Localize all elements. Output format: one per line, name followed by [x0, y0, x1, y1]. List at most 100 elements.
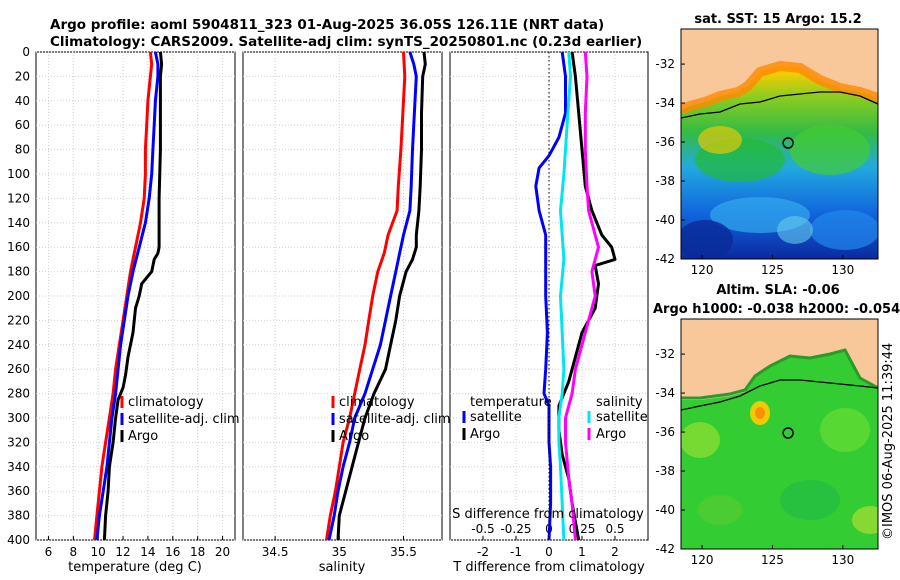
x-tick-label: 14 — [140, 545, 155, 559]
map-axis-ticks: 120 125 130 -32 -34 -36 -38 -40 -42 120 125 130 -32 -… — [655, 57, 854, 567]
depth-tick-label: 380 — [7, 509, 30, 523]
map-y-tick-label: -36 — [655, 135, 675, 149]
legend-satellite-label: satellite-adj. clim — [339, 412, 451, 427]
depth-tick-label: 0 — [22, 45, 30, 59]
x-tick-label: 16 — [165, 545, 180, 559]
legend-sal-argo-label: Argo — [596, 427, 626, 442]
series-line-salinity-satellite — [557, 51, 572, 541]
legend-climatology-label: climatology — [339, 395, 415, 410]
sla-contour — [681, 379, 878, 411]
depth-tick-label: 40 — [15, 94, 30, 108]
depth-tick-label: 100 — [7, 167, 30, 181]
figure-title-line1: Argo profile: aoml 5904811_323 01-Aug-20… — [50, 17, 604, 33]
map-y-tick-label: -32 — [655, 347, 675, 361]
series-line-temperature-satellite — [534, 51, 567, 541]
series-line-climatology — [93, 51, 154, 541]
copyright-timestamp: ©IMOS 06-Aug-2025 11:39:44 — [881, 343, 896, 540]
map-x-tick-label: 120 — [691, 263, 714, 277]
sst-map-title: sat. SST: 15 Argo: 15.2 — [694, 12, 861, 27]
x-tick-label: -2 — [477, 545, 489, 559]
depth-tick-label: 400 — [7, 533, 30, 547]
sla-land — [681, 319, 878, 400]
series-line-satellite-adj-clim — [95, 51, 160, 541]
sla-coast — [681, 348, 878, 400]
depth-tick-label: 80 — [15, 143, 30, 157]
t-difference-x-axis-label: T difference from climatology — [452, 560, 645, 575]
x-tick-label: 2 — [611, 545, 619, 559]
map-y-tick-label: -42 — [655, 252, 675, 266]
depth-tick-label: 180 — [7, 265, 30, 279]
s-difference-axis-label: S difference from climatology — [452, 507, 644, 522]
salinity-legend: climatology satellite-adj. clim Argo — [331, 395, 451, 444]
sst-argo-location-marker — [782, 137, 794, 149]
legend-satellite-label: satellite-adj. clim — [128, 412, 240, 427]
depth-tick-label: 160 — [7, 240, 30, 254]
map-x-tick-label: 130 — [831, 263, 854, 277]
series-line-salinity-argo — [564, 51, 600, 541]
map-x-tick-label: 125 — [761, 553, 784, 567]
sla-map — [681, 319, 878, 549]
sst-coastal-band — [681, 60, 878, 115]
depth-tick-label: 120 — [7, 191, 30, 205]
legend-sal-satellite-label: satellite — [596, 410, 648, 425]
map-y-tick-label: -32 — [655, 57, 675, 71]
depth-tick-label: 240 — [7, 338, 30, 352]
x-tick-label: 12 — [115, 545, 130, 559]
legend-temp-satellite-label: satellite — [470, 410, 522, 425]
map-y-tick-label: -38 — [655, 464, 675, 478]
depth-tick-label: 260 — [7, 362, 30, 376]
legend-temperature-title: temperature — [470, 395, 552, 410]
map-y-tick-label: -40 — [655, 503, 675, 517]
depth-tick-label: 280 — [7, 387, 30, 401]
map-x-tick-label: 120 — [691, 553, 714, 567]
legend-temp-argo-label: Argo — [470, 427, 500, 442]
x-tick-label: 8 — [69, 545, 77, 559]
depth-tick-label: 20 — [15, 69, 30, 83]
sst-map-frame — [680, 28, 879, 260]
sla-map-frame — [680, 318, 879, 550]
legend-argo-label: Argo — [339, 429, 369, 444]
x-tick-label: 20 — [215, 545, 230, 559]
map-y-tick-label: -36 — [655, 425, 675, 439]
x-tick-label: -1 — [510, 545, 522, 559]
series-line-temperature-argo — [557, 51, 617, 541]
x-tick-label: 10 — [91, 545, 106, 559]
x-tick-label: 18 — [190, 545, 205, 559]
map-x-tick-label: 125 — [761, 263, 784, 277]
sst-map — [681, 29, 878, 259]
depth-axis-labels: 0 20 40 60 80 100 120 140 160 180 200 220 240 260 280 3… — [7, 45, 30, 547]
map-y-tick-label: -42 — [655, 542, 675, 556]
map-y-tick-label: -38 — [655, 174, 675, 188]
x-tick-label: 1 — [578, 545, 586, 559]
sst-contour — [681, 91, 878, 119]
profile-series — [93, 51, 617, 541]
depth-tick-label: 220 — [7, 313, 30, 327]
sst-texture — [681, 125, 878, 259]
depth-tick-label: 200 — [7, 289, 30, 303]
map-y-tick-label: -34 — [655, 96, 675, 110]
difference-legend: temperature satellite Argo salinity sate… — [462, 395, 648, 442]
map-y-tick-label: -34 — [655, 386, 675, 400]
series-line-climatology — [325, 51, 407, 541]
legend-climatology-label: climatology — [128, 395, 204, 410]
x-tick-label: 35.5 — [390, 545, 417, 559]
s-difference-tick-label: -0.5 — [471, 522, 494, 536]
sla-map-subtitle: Argo h1000: -0.038 h2000: -0.054 — [653, 302, 900, 317]
figure-title-line2: Climatology: CARS2009. Satellite-adj cli… — [50, 34, 642, 50]
sla-map-title: Altim. SLA: -0.06 — [716, 283, 839, 298]
x-tick-label: 0 — [545, 545, 553, 559]
x-tick-label: 35 — [332, 545, 347, 559]
x-tick-label: 6 — [45, 545, 53, 559]
map-x-tick-label: 130 — [831, 553, 854, 567]
depth-tick-label: 60 — [15, 118, 30, 132]
series-line-satellite-adj-clim — [327, 51, 418, 541]
map-y-tick-label: -40 — [655, 213, 675, 227]
series-line-argo — [336, 51, 427, 541]
s-difference-tick-label: 0.5 — [605, 522, 624, 536]
sla-argo-location-marker — [782, 427, 794, 439]
sla-texture — [681, 401, 878, 534]
legend-salinity-title: salinity — [596, 395, 643, 410]
depth-tick-label: 360 — [7, 484, 30, 498]
temperature-x-axis-label: temperature (deg C) — [68, 560, 202, 575]
